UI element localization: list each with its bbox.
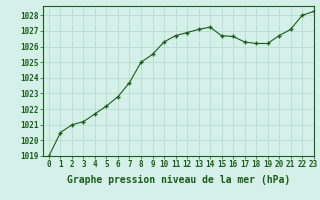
X-axis label: Graphe pression niveau de la mer (hPa): Graphe pression niveau de la mer (hPa) xyxy=(67,175,290,185)
